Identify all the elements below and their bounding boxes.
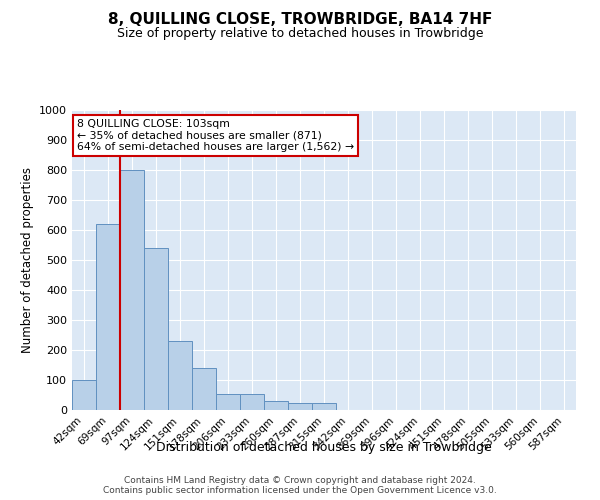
Bar <box>120 170 144 410</box>
Bar <box>168 341 192 410</box>
Text: Contains HM Land Registry data © Crown copyright and database right 2024.
Contai: Contains HM Land Registry data © Crown c… <box>103 476 497 495</box>
Bar <box>96 224 120 410</box>
Bar <box>264 401 288 410</box>
Bar <box>72 380 96 410</box>
Text: 8, QUILLING CLOSE, TROWBRIDGE, BA14 7HF: 8, QUILLING CLOSE, TROWBRIDGE, BA14 7HF <box>108 12 492 28</box>
Y-axis label: Number of detached properties: Number of detached properties <box>20 167 34 353</box>
Bar <box>216 394 240 410</box>
Bar <box>312 402 336 410</box>
Text: Distribution of detached houses by size in Trowbridge: Distribution of detached houses by size … <box>156 441 492 454</box>
Text: Size of property relative to detached houses in Trowbridge: Size of property relative to detached ho… <box>117 28 483 40</box>
Bar <box>144 248 168 410</box>
Bar <box>192 368 216 410</box>
Text: 8 QUILLING CLOSE: 103sqm
← 35% of detached houses are smaller (871)
64% of semi-: 8 QUILLING CLOSE: 103sqm ← 35% of detach… <box>77 119 354 152</box>
Bar <box>240 394 264 410</box>
Bar <box>288 402 312 410</box>
